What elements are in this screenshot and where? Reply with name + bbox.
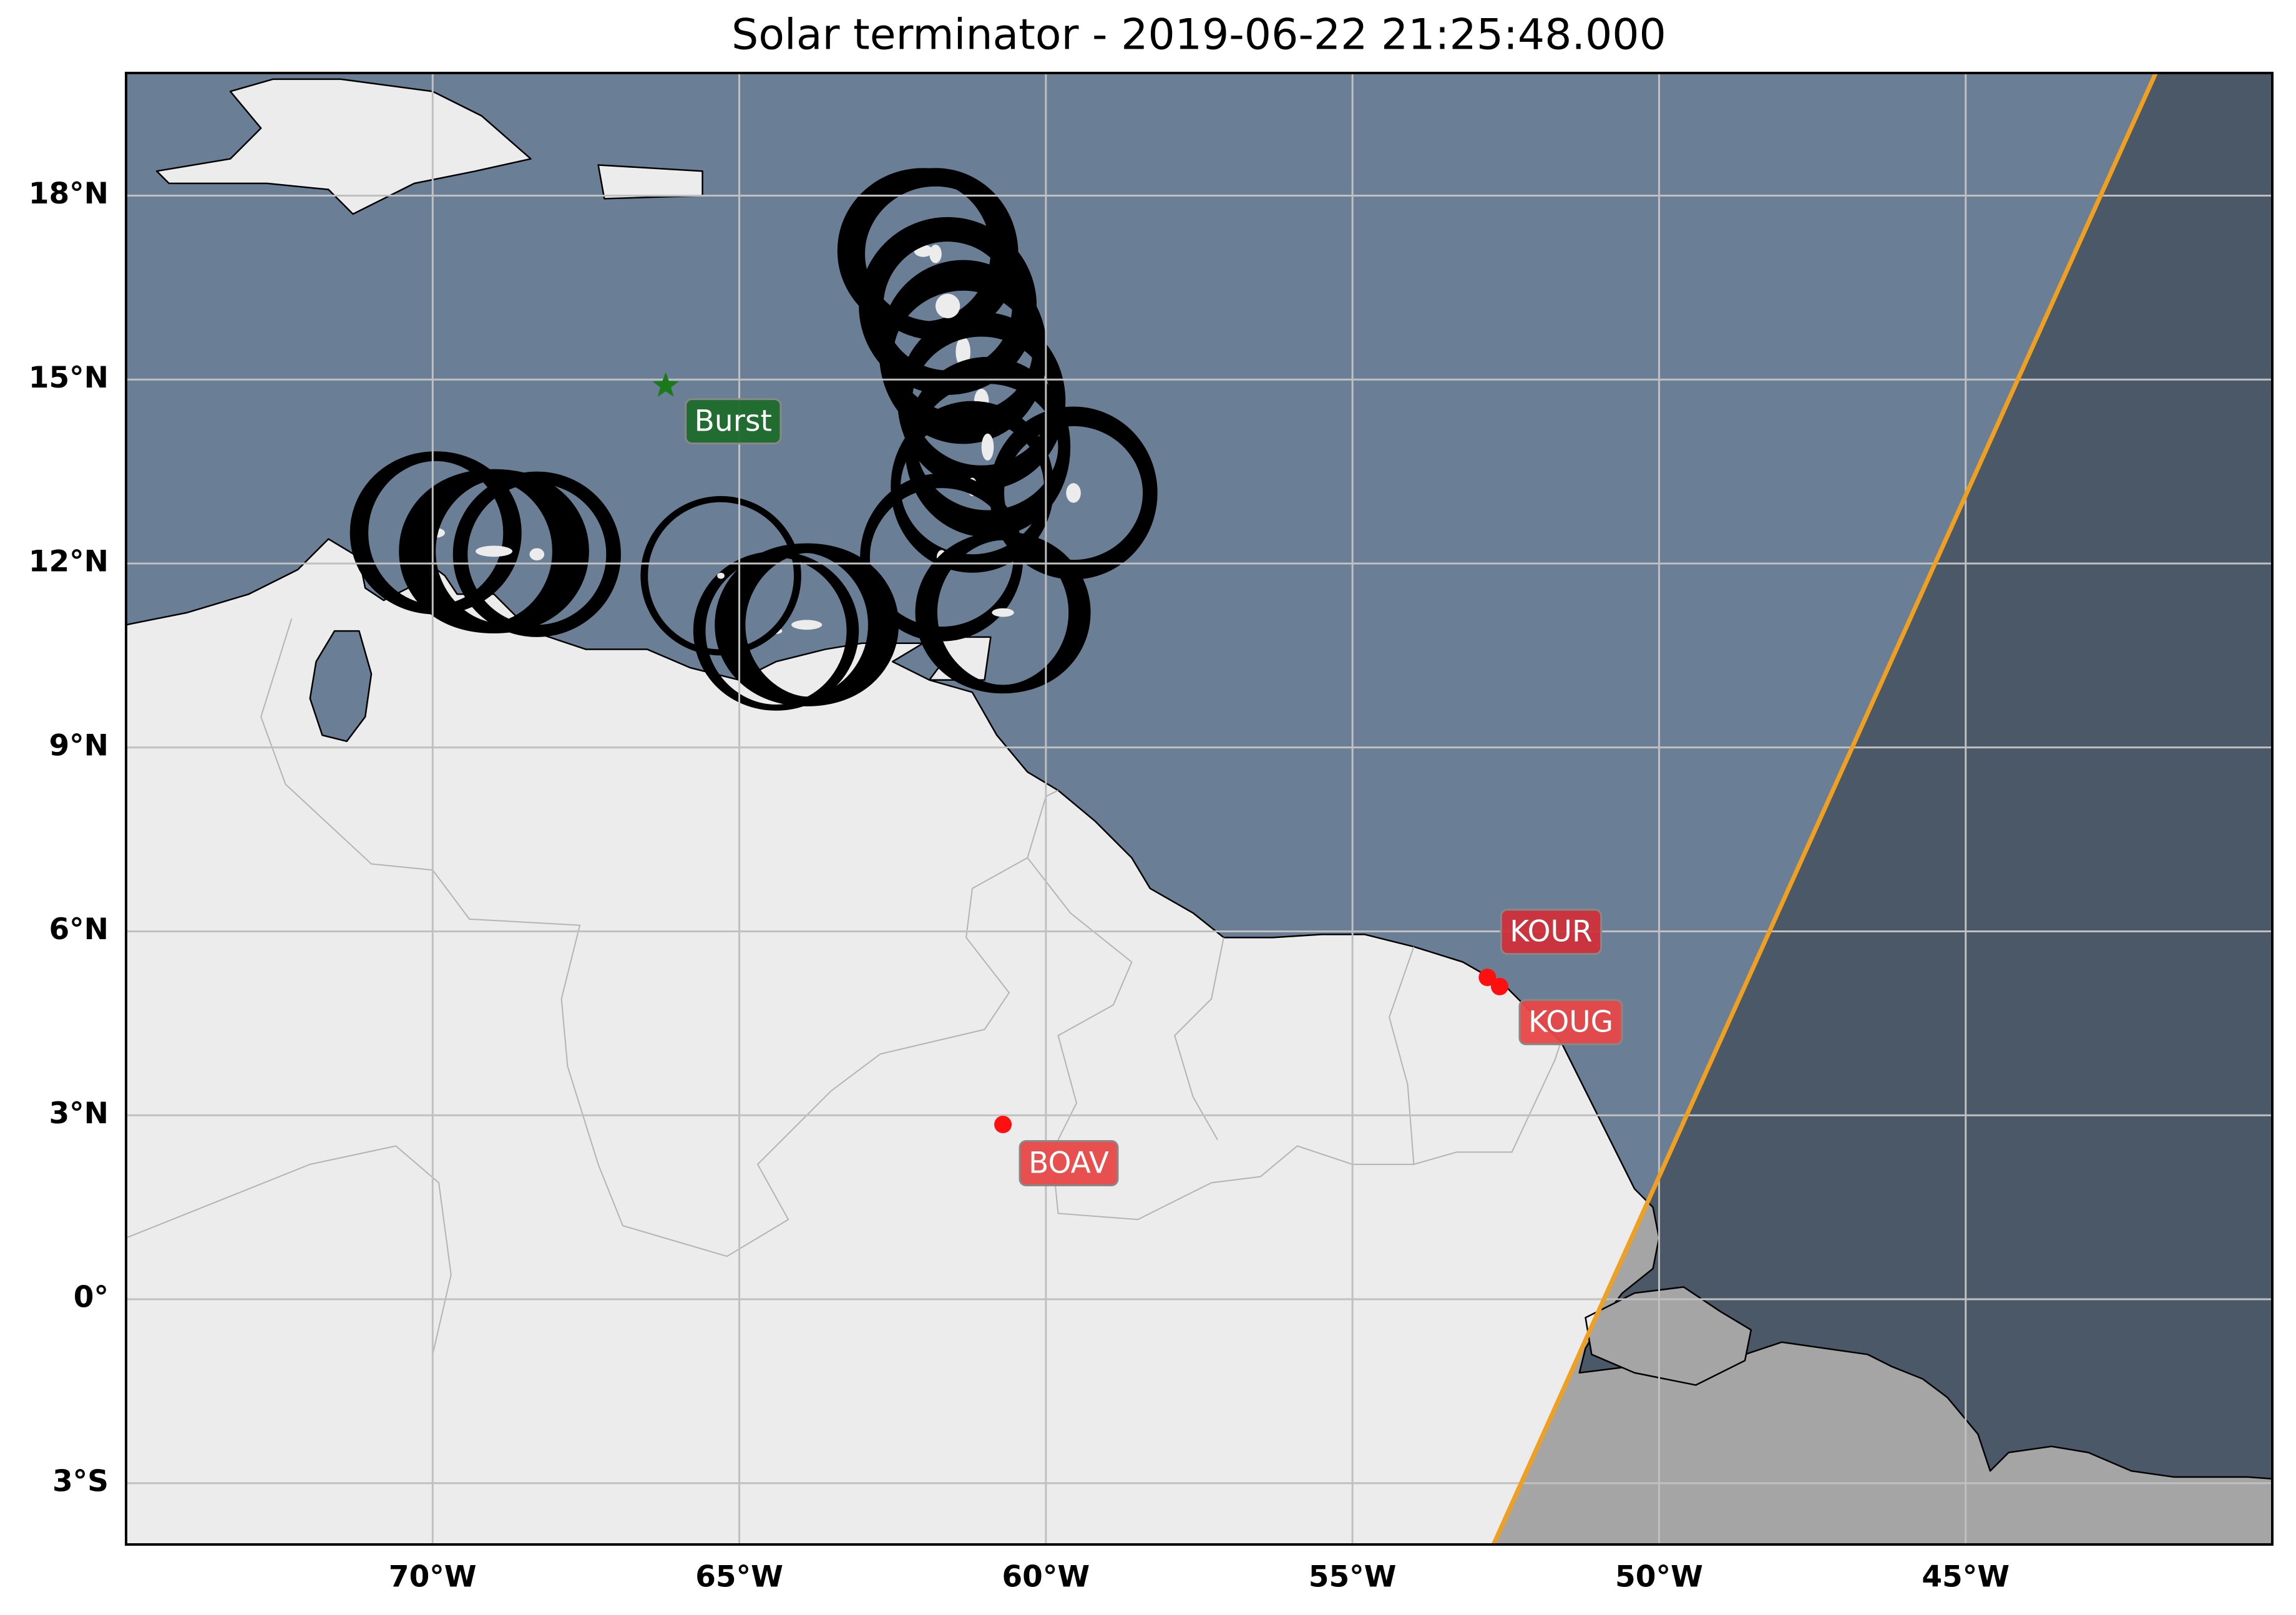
burst-marker bbox=[652, 372, 679, 397]
x-tick-label: 65°W bbox=[695, 1560, 783, 1594]
marker-label: KOUR bbox=[1500, 909, 1603, 955]
puerto-rico bbox=[598, 165, 703, 198]
marker-label: BOAV bbox=[1019, 1139, 1119, 1186]
map-title: Solar terminator - 2019-06-22 21:25:48.0… bbox=[731, 11, 1666, 60]
label-text: Burst bbox=[695, 404, 772, 439]
label-text: KOUG bbox=[1528, 1005, 1613, 1039]
y-tick-label: 18°N bbox=[29, 177, 109, 211]
y-tick-label: 0° bbox=[74, 1281, 109, 1315]
x-tick-label: 55°W bbox=[1309, 1560, 1397, 1594]
marker-label: Burst bbox=[685, 398, 782, 445]
station-marker bbox=[1478, 969, 1497, 987]
label-text: BOAV bbox=[1028, 1146, 1109, 1180]
x-tick-label: 60°W bbox=[1002, 1560, 1090, 1594]
marker-label: KOUG bbox=[1518, 998, 1623, 1045]
label-box bbox=[1019, 1139, 1119, 1186]
axes-frame bbox=[125, 72, 2274, 1546]
country-border bbox=[126, 937, 1414, 1514]
y-tick-label: 12°N bbox=[29, 545, 109, 579]
label-text: KOUR bbox=[1510, 915, 1592, 949]
y-tick-label: 15°N bbox=[29, 361, 109, 395]
station-marker bbox=[994, 1115, 1012, 1133]
y-tick-label: 3°S bbox=[52, 1464, 109, 1498]
terminator-line bbox=[1491, 73, 2158, 1544]
y-tick-label: 3°N bbox=[49, 1096, 109, 1131]
x-tick-label: 45°W bbox=[1922, 1560, 2010, 1594]
y-tick-label: 9°N bbox=[49, 728, 109, 763]
hispaniola bbox=[157, 79, 530, 214]
x-tick-label: 50°W bbox=[1615, 1560, 1703, 1594]
geography bbox=[126, 73, 2272, 1544]
x-tick-label: 70°W bbox=[389, 1560, 477, 1594]
label-box bbox=[685, 398, 782, 445]
label-box bbox=[1518, 998, 1623, 1045]
station-marker bbox=[1490, 977, 1508, 995]
night-shade bbox=[1493, 73, 2272, 1544]
y-tick-label: 6°N bbox=[49, 912, 109, 947]
country-border bbox=[1027, 858, 1561, 1220]
label-box bbox=[1500, 909, 1603, 955]
lake-maracaibo bbox=[310, 631, 371, 741]
country-border bbox=[261, 618, 1058, 1256]
overlay bbox=[126, 73, 2272, 1544]
